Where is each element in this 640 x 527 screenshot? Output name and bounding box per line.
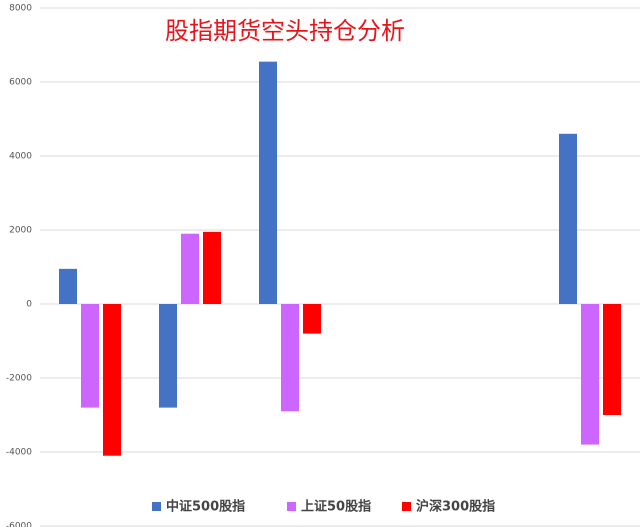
bar	[581, 304, 599, 445]
legend-swatch	[287, 502, 296, 511]
bar	[603, 304, 621, 415]
bar	[103, 304, 121, 456]
bar	[181, 233, 199, 304]
y-tick-label: -4000	[6, 448, 32, 458]
y-tick-label: 6000	[9, 78, 32, 88]
legend-swatch	[152, 502, 161, 511]
y-tick-label: 0	[26, 300, 32, 310]
bar	[203, 231, 221, 304]
bar	[59, 268, 77, 304]
bar	[303, 304, 321, 334]
y-tick-label: -2000	[6, 374, 32, 384]
legend-label: 上证50股指	[301, 499, 371, 515]
legend-swatch	[402, 502, 411, 511]
bar	[159, 304, 177, 408]
y-tick-label: 8000	[9, 4, 32, 14]
bar	[259, 61, 277, 305]
y-tick-label: 4000	[9, 152, 32, 162]
legend-label: 沪深300股指	[416, 499, 495, 515]
y-tick-label: 2000	[9, 226, 32, 236]
y-tick-label: -6000	[6, 522, 32, 527]
chart-title: 股指期货空头持仓分析	[165, 17, 405, 45]
bar	[559, 133, 577, 304]
bar	[281, 304, 299, 412]
legend-label: 中证500股指	[166, 499, 245, 515]
bar	[81, 304, 99, 408]
